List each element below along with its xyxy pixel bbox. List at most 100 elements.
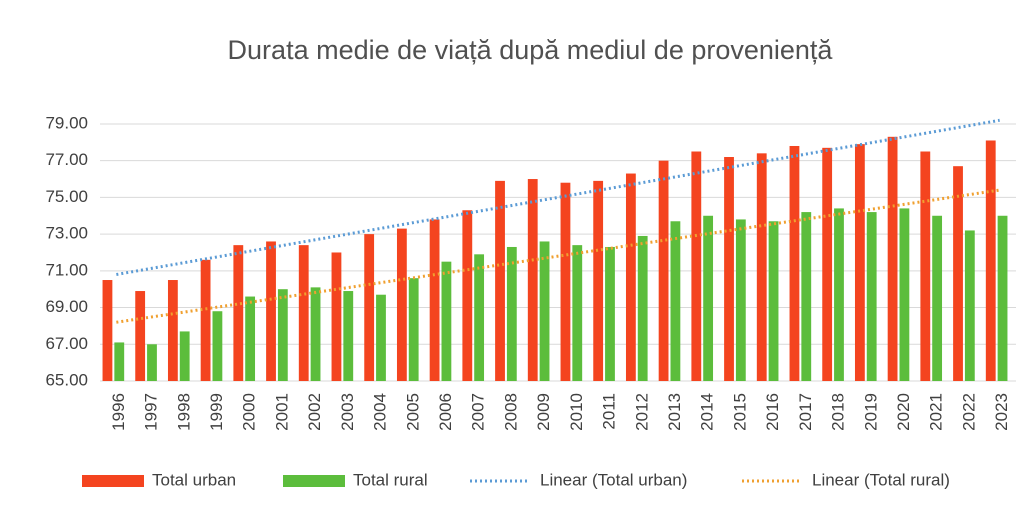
bar bbox=[560, 182, 571, 381]
bar bbox=[441, 261, 452, 381]
x-tick-label: 2020 bbox=[894, 393, 913, 431]
bar bbox=[527, 179, 538, 381]
bar bbox=[605, 246, 615, 381]
bar bbox=[854, 144, 865, 381]
legend-label: Total rural bbox=[353, 470, 428, 489]
x-tick-label: 2005 bbox=[403, 393, 422, 431]
x-tick-label: 2007 bbox=[469, 393, 488, 431]
x-tick-label: 1998 bbox=[174, 393, 193, 431]
x-tick-label: 2018 bbox=[829, 393, 848, 431]
bar bbox=[887, 136, 898, 381]
bar bbox=[997, 215, 1008, 381]
legend-swatch bbox=[82, 475, 144, 487]
bar bbox=[462, 210, 473, 381]
trendline bbox=[116, 188, 1000, 324]
bar bbox=[200, 259, 211, 381]
x-tick-label: 1996 bbox=[109, 393, 128, 431]
bar bbox=[364, 234, 375, 381]
x-tick-label: 2009 bbox=[534, 393, 553, 431]
bar bbox=[964, 230, 975, 381]
bar bbox=[834, 208, 844, 381]
bar bbox=[102, 280, 113, 381]
x-tick-label: 2019 bbox=[861, 393, 880, 431]
bar bbox=[539, 241, 550, 381]
bar bbox=[179, 331, 190, 381]
bar bbox=[822, 147, 833, 381]
x-tick-label: 2022 bbox=[959, 393, 978, 431]
bar bbox=[135, 291, 146, 381]
y-tick-label: 69.00 bbox=[45, 297, 88, 316]
bar bbox=[920, 151, 931, 381]
y-tick-label: 71.00 bbox=[45, 260, 88, 279]
y-tick-label: 75.00 bbox=[45, 187, 88, 206]
bar bbox=[724, 157, 734, 381]
bar bbox=[985, 140, 996, 381]
bar bbox=[474, 254, 485, 381]
y-tick-label: 79.00 bbox=[45, 113, 88, 132]
bar bbox=[310, 287, 321, 381]
bar bbox=[396, 228, 407, 381]
bar bbox=[670, 221, 681, 381]
x-tick-label: 2023 bbox=[992, 393, 1011, 431]
x-tick-label: 2006 bbox=[436, 393, 455, 431]
bar bbox=[637, 235, 648, 381]
bar bbox=[343, 291, 354, 381]
x-tick-label: 2010 bbox=[567, 393, 586, 431]
bar bbox=[735, 219, 746, 381]
bar bbox=[298, 245, 309, 381]
y-tick-label: 77.00 bbox=[45, 150, 88, 169]
y-tick-label: 67.00 bbox=[45, 334, 88, 353]
bar bbox=[789, 145, 800, 381]
bar bbox=[953, 166, 963, 381]
legend-label: Linear (Total urban) bbox=[540, 470, 687, 489]
legend-label: Linear (Total rural) bbox=[812, 470, 950, 489]
x-tick-label: 2011 bbox=[600, 393, 619, 430]
x-tick-label: 2000 bbox=[240, 393, 259, 431]
bar bbox=[114, 342, 125, 381]
bar bbox=[233, 245, 244, 381]
bar bbox=[658, 160, 669, 381]
legend-swatch bbox=[283, 475, 345, 487]
bar bbox=[932, 215, 943, 381]
bar bbox=[429, 219, 440, 381]
x-tick-label: 2008 bbox=[501, 393, 520, 431]
bar bbox=[266, 241, 276, 381]
x-tick-label: 2016 bbox=[763, 393, 782, 431]
y-tick-label: 65.00 bbox=[45, 370, 88, 389]
bar bbox=[768, 221, 779, 381]
bar bbox=[245, 296, 256, 381]
legend-label: Total urban bbox=[152, 470, 236, 489]
chart-title: Durata medie de viață după mediul de pro… bbox=[228, 35, 834, 65]
bar bbox=[147, 344, 157, 381]
x-tick-label: 2014 bbox=[698, 393, 717, 431]
x-tick-label: 2017 bbox=[796, 393, 815, 431]
bar bbox=[376, 294, 386, 381]
x-tick-label: 2003 bbox=[338, 393, 357, 431]
x-tick-label: 1999 bbox=[207, 393, 226, 431]
x-tick-label: 2002 bbox=[305, 393, 324, 431]
bar bbox=[277, 289, 288, 381]
x-tick-label: 2001 bbox=[272, 393, 291, 431]
y-tick-label: 73.00 bbox=[45, 224, 88, 243]
bar bbox=[408, 278, 419, 381]
bar bbox=[212, 311, 223, 381]
x-tick-label: 2012 bbox=[632, 393, 651, 431]
bar bbox=[866, 212, 877, 381]
bar bbox=[899, 208, 910, 381]
bar bbox=[495, 180, 505, 381]
bar bbox=[506, 246, 517, 381]
bar bbox=[801, 212, 812, 381]
bar bbox=[703, 215, 714, 381]
x-tick-label: 2021 bbox=[927, 393, 946, 431]
x-tick-label: 2013 bbox=[665, 393, 684, 431]
bar bbox=[756, 153, 767, 381]
bar bbox=[572, 245, 583, 381]
x-tick-label: 2004 bbox=[371, 393, 390, 431]
bar bbox=[167, 280, 178, 381]
bar bbox=[593, 180, 604, 381]
bar bbox=[331, 252, 342, 381]
bar bbox=[691, 151, 702, 381]
x-tick-label: 2015 bbox=[730, 393, 749, 431]
x-tick-label: 1997 bbox=[142, 393, 161, 431]
